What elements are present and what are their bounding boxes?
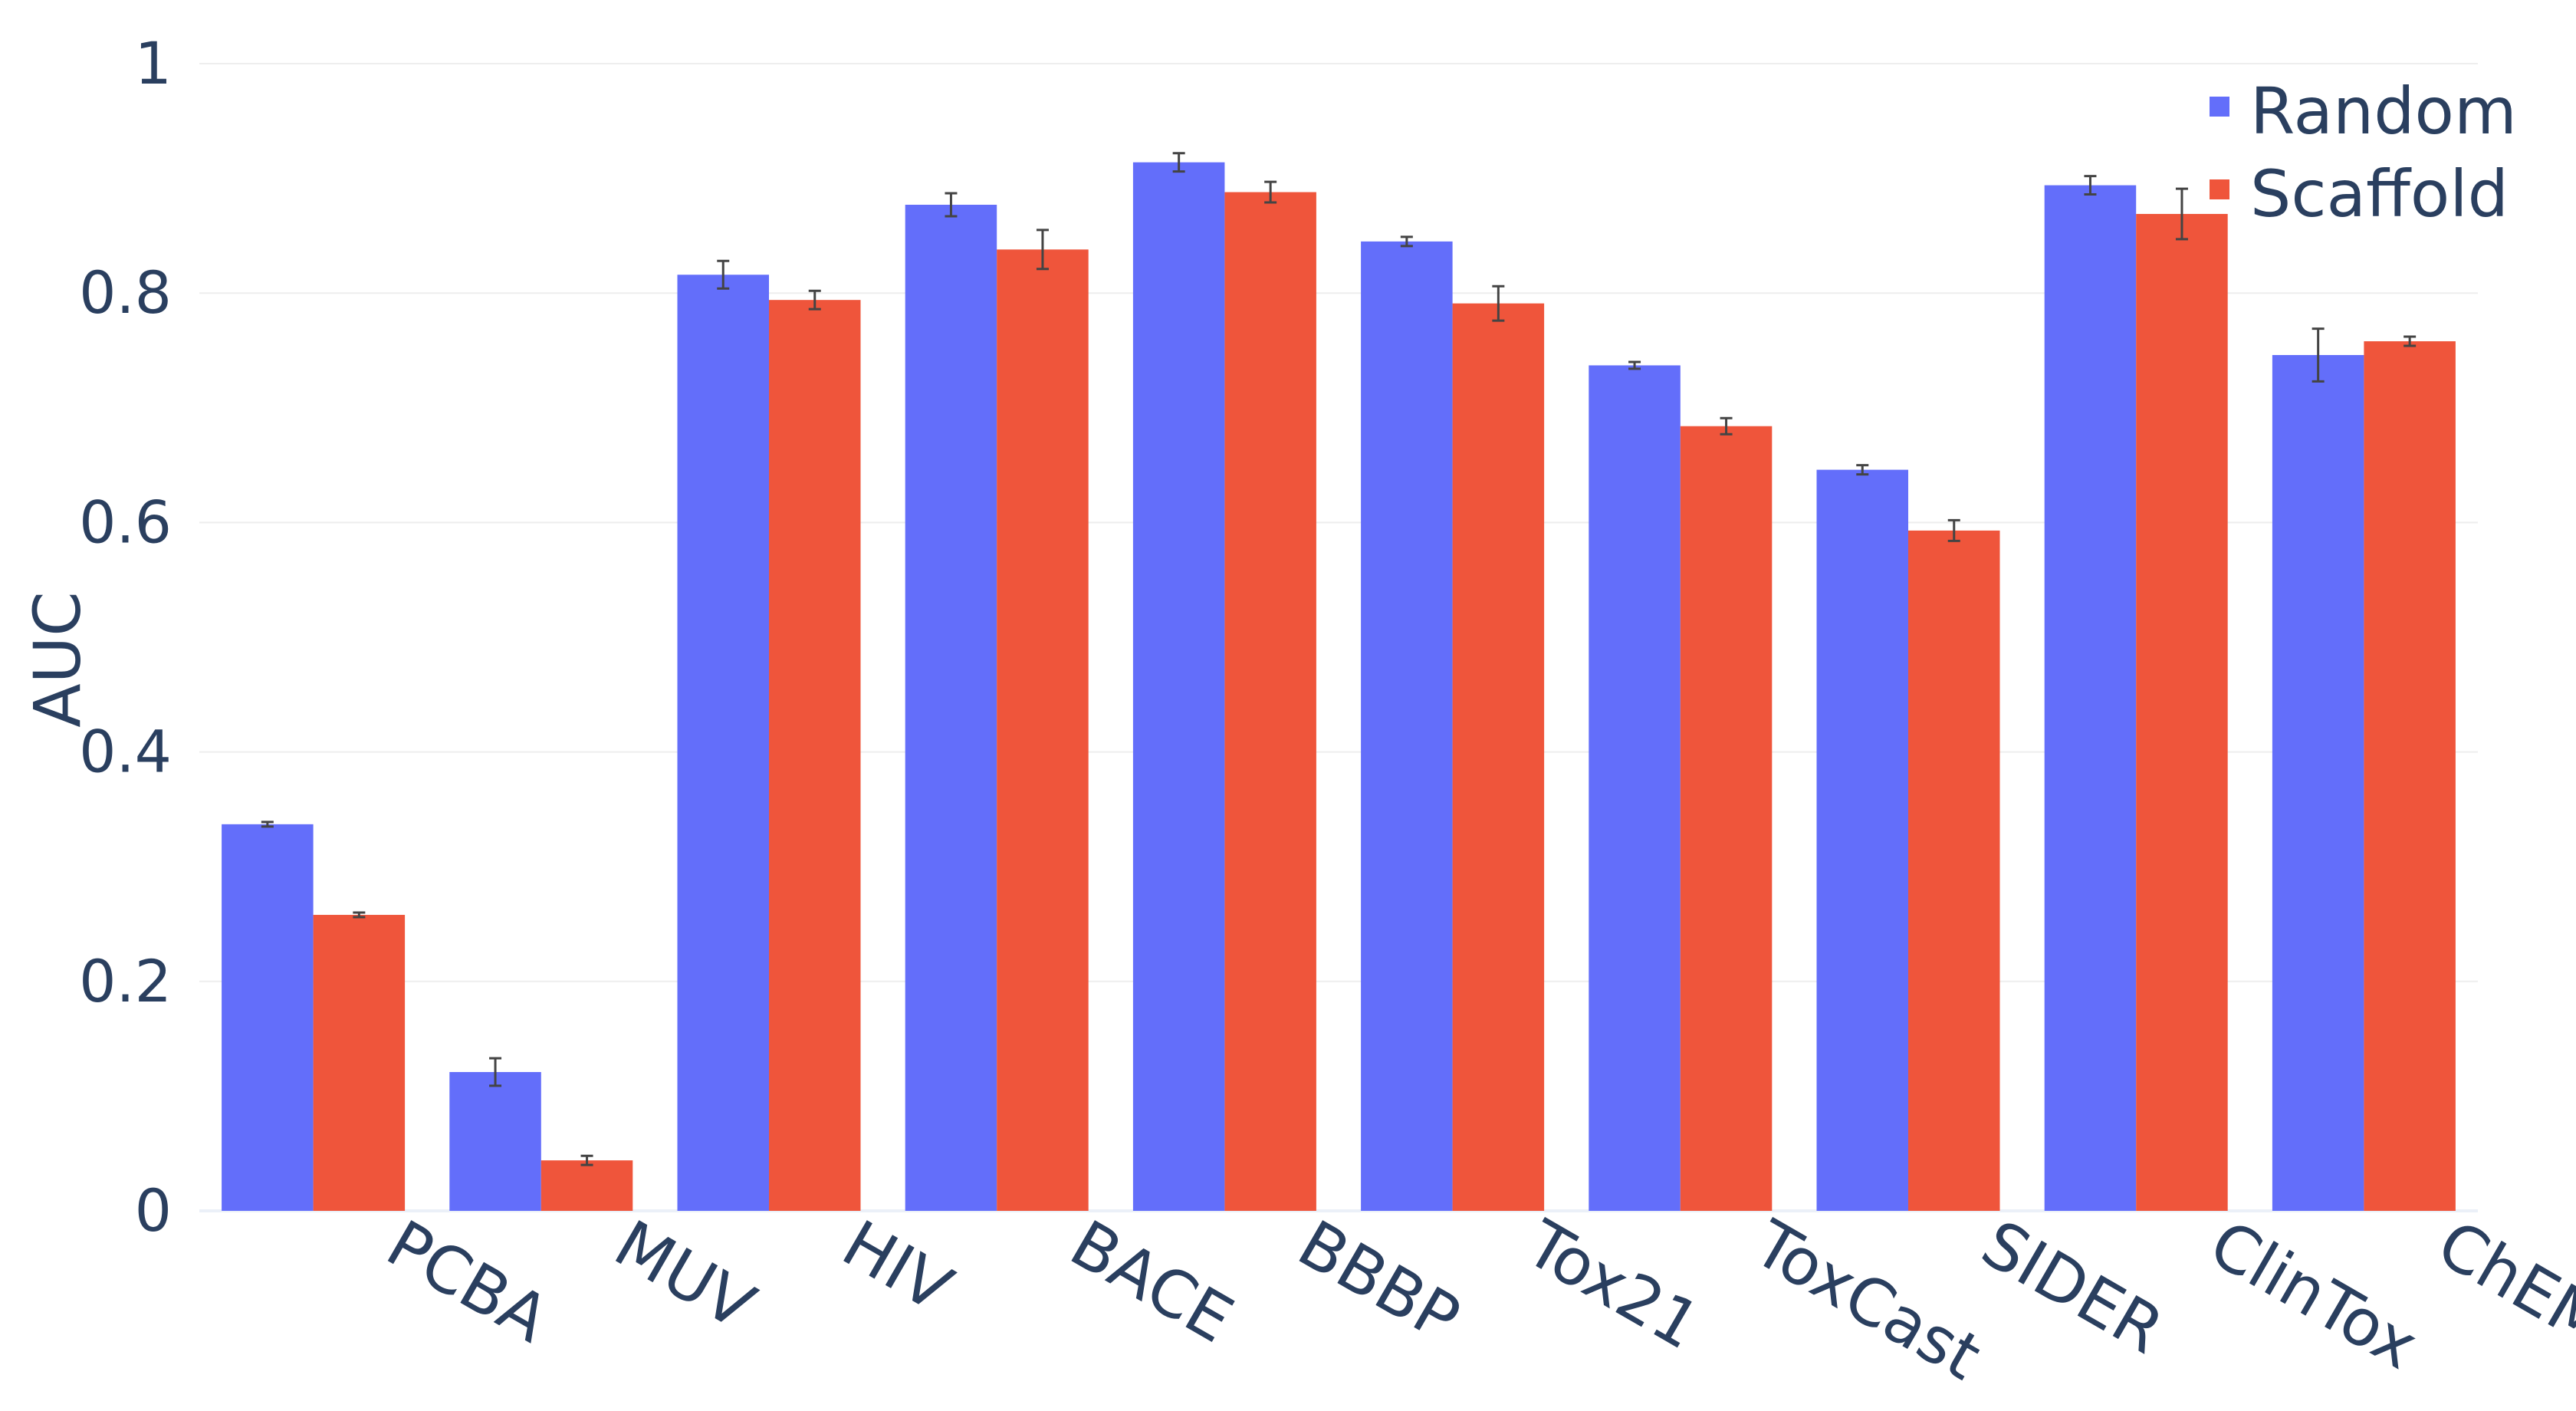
error-bar-scaffold-muv (580, 1154, 593, 1166)
legend-label: Scaffold (2250, 156, 2509, 232)
bar-random-toxcast (1589, 365, 1681, 1211)
error-bar-random-tox21 (1400, 235, 1413, 248)
bar-scaffold-hiv (769, 300, 861, 1211)
bar-random-bbbp (1132, 162, 1225, 1211)
error-bars (261, 152, 2417, 1166)
error-bar-random-muv (489, 1057, 502, 1087)
bar-scaffold-muv (540, 1160, 633, 1211)
error-bar-random-chembl (2312, 327, 2325, 383)
error-bar-scaffold-bace (1036, 229, 1049, 271)
axis-titles: AUC (20, 591, 95, 728)
error-bar-random-pcba (261, 821, 274, 828)
bar-scaffold-bbbp (1224, 192, 1316, 1211)
bar-random-tox21 (1361, 241, 1453, 1211)
x-tick-label-toxcast: ToxCast (1741, 1205, 1993, 1395)
error-bar-scaffold-tox21 (1492, 285, 1505, 322)
error-bar-random-sider (1856, 464, 1869, 476)
error-bar-scaffold-toxcast (1720, 416, 1733, 436)
bars (222, 162, 2456, 1212)
bar-scaffold-clintox (2136, 213, 2228, 1211)
error-bar-scaffold-sider (1947, 518, 1960, 542)
y-tick-label: 0.8 (79, 258, 172, 327)
bar-scaffold-chembl (2364, 341, 2456, 1212)
bar-random-bace (905, 205, 997, 1211)
x-tick-label-sider: SIDER (1970, 1205, 2176, 1368)
bar-random-pcba (222, 824, 314, 1211)
error-bar-random-hiv (717, 259, 730, 290)
y-tick-label: 0.4 (79, 718, 172, 786)
x-tick-label-clintox: ClinTox (2197, 1205, 2430, 1383)
x-tick-label-muv: MUV (603, 1205, 767, 1344)
bar-random-chembl (2272, 354, 2364, 1211)
x-tick-label-bace: BACE (1058, 1205, 1245, 1357)
y-tick-label: 0.6 (79, 488, 172, 556)
y-tick-label: 1 (135, 29, 172, 97)
bar-scaffold-sider (1908, 530, 2000, 1211)
x-tick-label-bbbp: BBBP (1286, 1205, 1472, 1357)
bar-random-sider (1816, 469, 1908, 1211)
legend-swatch (2210, 179, 2229, 199)
bar-scaffold-bace (997, 249, 1089, 1211)
y-axis-ticks: 0 0.2 0.4 0.6 0.8 1 (79, 29, 172, 1245)
x-tick-label-chembl: ChEMBL (2425, 1205, 2576, 1402)
bar-random-clintox (2044, 185, 2137, 1211)
legend-item-random[interactable]: Random (2210, 74, 2517, 149)
error-bar-scaffold-hiv (808, 289, 821, 311)
bar-scaffold-tox21 (1452, 303, 1545, 1211)
bar-scaffold-pcba (313, 915, 406, 1211)
legend-label: Random (2250, 74, 2517, 149)
x-tick-label-hiv: HIV (830, 1205, 964, 1327)
error-bar-scaffold-pcba (353, 911, 366, 919)
error-bar-random-clintox (2084, 175, 2097, 196)
x-tick-label-tox21: Tox21 (1513, 1205, 1713, 1364)
y-axis-title: AUC (20, 591, 95, 728)
bar-random-muv (449, 1071, 541, 1211)
error-bar-random-toxcast (1628, 360, 1641, 370)
error-bar-scaffold-bbbp (1264, 180, 1277, 204)
error-bar-random-bace (945, 192, 958, 218)
error-bar-scaffold-clintox (2175, 187, 2188, 241)
x-tick-label-pcba: PCBA (375, 1205, 561, 1357)
error-bar-scaffold-chembl (2404, 335, 2417, 347)
bar-random-hiv (677, 275, 769, 1211)
legend-swatch (2210, 97, 2229, 117)
legend-item-scaffold[interactable]: Scaffold (2210, 156, 2509, 232)
error-bar-random-bbbp (1172, 152, 1185, 173)
bar-scaffold-toxcast (1680, 426, 1773, 1211)
y-tick-label: 0.2 (79, 947, 172, 1015)
y-tick-label: 0 (135, 1176, 172, 1245)
